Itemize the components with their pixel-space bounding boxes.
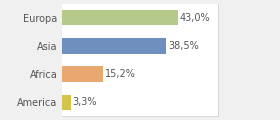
Bar — [62, 95, 71, 110]
Bar — [62, 10, 178, 25]
Text: 38,5%: 38,5% — [168, 41, 199, 51]
Text: 3,3%: 3,3% — [73, 97, 97, 107]
Bar — [62, 38, 166, 54]
Text: 43,0%: 43,0% — [180, 13, 211, 23]
Text: 15,2%: 15,2% — [105, 69, 136, 79]
Bar — [62, 66, 103, 82]
